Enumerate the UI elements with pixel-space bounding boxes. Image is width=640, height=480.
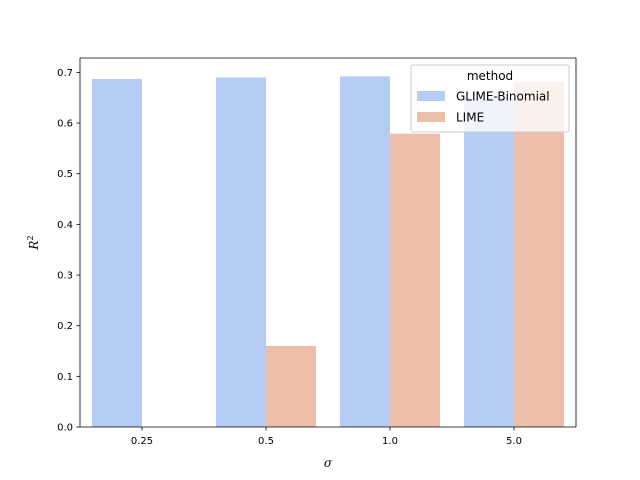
y-ticks: 0.0 0.1 0.2 0.3 0.4 0.5 0.6 0.7 — [57, 68, 80, 434]
x-tick-label: 0.25 — [131, 436, 153, 447]
x-ticks: 0.25 0.5 1.0 5.0 — [131, 427, 522, 447]
legend: method GLIME-Binomial LIME — [410, 64, 570, 133]
svg-text:R2: R2 — [26, 235, 41, 250]
bar-lime-0_5 — [266, 345, 316, 427]
y-tick-label: 0.0 — [57, 423, 73, 434]
bar-glime-binomial-1_0 — [340, 76, 390, 427]
y-axis-label: R2 — [26, 235, 41, 250]
legend-box — [410, 64, 570, 133]
legend-title: method — [467, 69, 513, 83]
bars-layer — [92, 76, 564, 428]
y-tick-label: 0.3 — [57, 271, 73, 282]
y-axis-label-sup: 2 — [26, 235, 35, 240]
y-tick-label: 0.6 — [57, 119, 73, 130]
bar-glime-binomial-0_5 — [216, 77, 266, 427]
y-tick-label: 0.5 — [57, 169, 73, 180]
y-tick-label: 0.4 — [57, 220, 73, 231]
y-tick-label: 0.7 — [57, 68, 73, 79]
y-tick-label: 0.2 — [57, 321, 73, 332]
bar-lime-5_0 — [514, 82, 564, 427]
legend-swatch — [417, 91, 445, 101]
legend-swatch — [417, 112, 445, 122]
y-axis-label-base: R — [27, 241, 41, 251]
bar-glime-binomial-5_0 — [464, 97, 514, 427]
bar-glime-binomial-0_25 — [92, 78, 142, 428]
bar-lime-1_0 — [390, 133, 440, 427]
x-axis-label: σ — [324, 456, 333, 470]
x-tick-label: 5.0 — [506, 436, 522, 447]
axes-layer — [79, 57, 577, 428]
x-tick-label: 1.0 — [382, 436, 398, 447]
legend-entry-label: GLIME-Binomial — [456, 90, 550, 104]
legend-entry-label: LIME — [456, 111, 484, 125]
x-tick-label: 0.5 — [258, 436, 274, 447]
y-tick-label: 0.1 — [57, 372, 73, 383]
